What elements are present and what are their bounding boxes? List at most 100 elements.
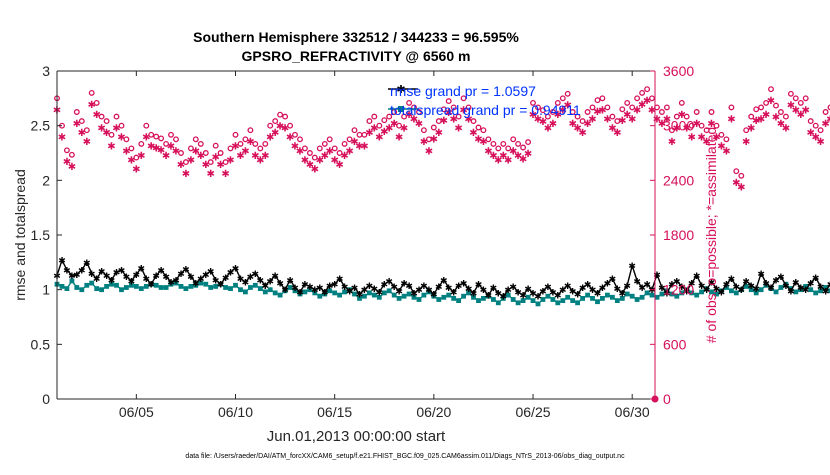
totalspread-point <box>614 298 620 303</box>
obs-possible-point <box>728 104 735 111</box>
obs-assimilated-point: ✱ <box>450 114 458 125</box>
totalspread-point <box>203 281 209 287</box>
rmse-point: ✱ <box>232 263 240 273</box>
obs-possible-point <box>381 117 388 124</box>
totalspread-point <box>124 285 129 290</box>
obs-possible-point <box>480 127 487 134</box>
obs-assimilated-point: ✱ <box>539 117 547 128</box>
rmse-point: ✱ <box>247 272 255 282</box>
obs-possible-point <box>455 113 462 120</box>
obs-assimilated-point: ✱ <box>102 128 110 139</box>
rmse-point: ✱ <box>817 282 825 292</box>
obs-assimilated-point: ✱ <box>697 133 705 144</box>
rmse-point: ✱ <box>668 280 676 290</box>
obs-possible-point <box>787 90 794 97</box>
right-y-tick-label: 0 <box>663 391 671 407</box>
obs-possible-point <box>658 109 665 115</box>
rmse-point: ✱ <box>395 286 403 296</box>
rmse-point: ✱ <box>762 279 770 289</box>
totalspread-point <box>481 296 486 301</box>
obs-assimilated-point: ✱ <box>440 116 448 127</box>
rmse-point: ✱ <box>683 286 691 296</box>
rmse-point: ✱ <box>584 280 592 290</box>
obs-possible-point <box>713 122 720 129</box>
totalspread-point <box>818 288 823 294</box>
obs-possible-point <box>644 86 651 93</box>
obs-possible-point <box>217 150 224 156</box>
obs-assimilated-point: ✱ <box>316 155 324 166</box>
obs-possible-point <box>316 145 323 152</box>
rmse-point: ✱ <box>321 287 329 297</box>
obs-assimilated-point: ✱ <box>717 142 725 153</box>
rmse-point: ✱ <box>351 283 359 293</box>
totalspread-point <box>322 291 328 297</box>
rmse-point: ✱ <box>152 271 160 281</box>
obs-possible-point <box>212 142 219 149</box>
rmse-point: ✱ <box>445 283 453 293</box>
obs-possible-point <box>178 150 184 156</box>
obs-possible-point <box>683 113 690 120</box>
rmse-point: ✱ <box>415 285 423 295</box>
obs-assimilated-point: ✱ <box>157 145 165 156</box>
obs-assimilated-point: ✱ <box>182 169 190 180</box>
chart-title: Southern Hemisphere 332512 / 344233 = 96… <box>193 29 519 45</box>
obs-possible-point <box>718 131 725 138</box>
rmse-point: ✱ <box>440 275 448 285</box>
obs-assimilated-point: ✱ <box>385 124 393 135</box>
obs-possible-point <box>763 99 770 106</box>
obs-possible-point <box>525 139 532 146</box>
totalspread-point <box>585 292 590 298</box>
rmse-point: ✱ <box>197 274 205 284</box>
x-tick-label: 06/20 <box>416 404 451 420</box>
rmse-point: ✱ <box>202 270 210 280</box>
totalspread-point <box>223 285 228 290</box>
obs-assimilated-point: ✱ <box>544 124 552 135</box>
totalspread-point <box>798 287 804 293</box>
obs-possible-point <box>703 127 710 134</box>
rmse-point: ✱ <box>227 268 235 278</box>
obs-assimilated-point: ✱ <box>578 128 586 139</box>
obs-possible-point <box>495 145 502 152</box>
obs-assimilated-point: ✱ <box>777 119 785 130</box>
obs-possible-point <box>530 99 536 106</box>
obs-assimilated-point: ✱ <box>469 128 477 139</box>
rmse-point: ✱ <box>276 279 284 289</box>
totalspread-point <box>406 291 412 297</box>
obs-possible-point <box>639 89 646 96</box>
totalspread-point <box>193 282 199 288</box>
obs-possible-point <box>371 113 378 120</box>
obs-assimilated-point: ✱ <box>826 114 830 125</box>
obs-assimilated-point: ✱ <box>216 160 224 171</box>
totalspread-point <box>99 287 104 293</box>
rmse-point: ✱ <box>281 285 289 295</box>
obs-assimilated-point: ✱ <box>226 155 234 166</box>
rmse-point: ✱ <box>594 288 602 298</box>
obs-possible-point <box>579 118 586 125</box>
rmse-point: ✱ <box>703 285 711 295</box>
totalspread-point <box>183 286 189 291</box>
obs-possible-point <box>341 140 348 147</box>
obs-possible-point <box>470 118 477 125</box>
obs-assimilated-point: ✱ <box>271 128 279 139</box>
obs-assimilated-point: ✱ <box>122 146 130 157</box>
obs-assimilated-point: ✱ <box>420 137 428 148</box>
obs-possible-point <box>93 99 100 106</box>
obs-possible-point <box>430 124 437 131</box>
obs-assimilated-point: ✱ <box>712 133 720 144</box>
obs-possible-point <box>564 90 571 97</box>
rmse-point: ✱ <box>133 270 141 280</box>
data-file-footer: data file: /Users/raeder/DAI/ATM_forcXX/… <box>185 453 625 460</box>
obs-possible-point <box>807 118 814 125</box>
totalspread-point <box>386 288 392 294</box>
rmse-point: ✱ <box>182 264 190 274</box>
obs-possible-point <box>207 159 214 166</box>
obs-assimilated-point: ✱ <box>588 114 596 125</box>
totalspread-point <box>724 285 729 290</box>
obs-assimilated-point: ✱ <box>435 128 443 139</box>
obs-assimilated-point: ✱ <box>137 151 145 162</box>
rmse-point: ✱ <box>495 288 503 298</box>
rmse-point: ✱ <box>68 271 76 281</box>
obs-assimilated-point: ✱ <box>643 96 651 107</box>
obs-assimilated-point: ✱ <box>792 105 800 116</box>
obs-assimilated-point: ✱ <box>499 151 507 162</box>
